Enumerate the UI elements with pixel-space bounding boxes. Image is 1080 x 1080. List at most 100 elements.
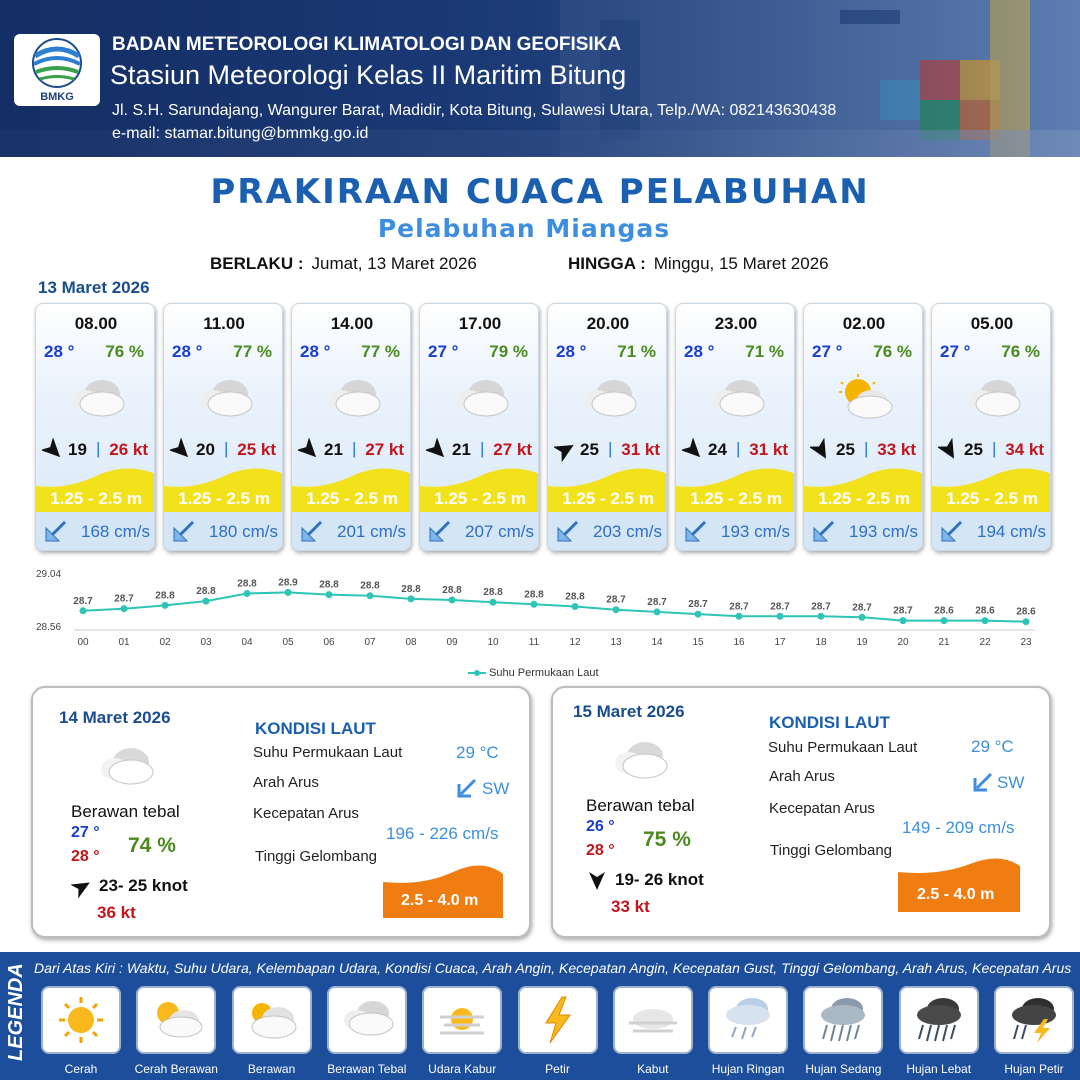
legend-series-name: Suhu Permukaan Laut [489, 667, 599, 679]
berawan-tebal-icon [704, 374, 768, 420]
legend-item-label: Hujan Petir [1004, 1062, 1064, 1076]
berawan-tebal-icon [448, 374, 512, 420]
legend-item-label: Cerah [64, 1062, 98, 1076]
day-gust: 33 kt [611, 897, 650, 916]
legend-item-label: Udara Kabur [428, 1062, 497, 1076]
wave-height-shape [164, 468, 282, 512]
hourly-card: 23.00 28 ° 71 % 24 | 31 kt 1.25 - 2.5 m 193 cm/… [675, 303, 795, 551]
forecast-time: 05.00 [970, 314, 1014, 333]
current-direction-arrow [685, 520, 707, 542]
current-speed-value: 196 - 226 cm/s [386, 824, 499, 843]
current-speed: 194 cm/s [977, 522, 1046, 541]
wind-row: 25 | 34 kt [938, 438, 1048, 462]
x-tick-label: 13 [610, 637, 622, 648]
sst-data-point [530, 600, 538, 608]
sst-data-label: 28.7 [852, 602, 872, 613]
gust-speed: 25 kt [237, 440, 276, 459]
air-temperature: 27 ° [812, 342, 843, 361]
hourly-card: 05.00 27 ° 76 % 25 | 34 kt 1.25 - 2.5 m 194 cm/… [931, 303, 1051, 551]
day-condition: Berawan tebal [71, 802, 180, 821]
current-row: 194 cm/s [932, 512, 1050, 550]
humidity: 77 % [233, 342, 272, 361]
sst-data-label: 28.7 [893, 606, 913, 617]
legend-item: Berawan Tebal [326, 986, 407, 1080]
current-direction-arrow [457, 778, 477, 798]
legend-item: Petir [517, 986, 598, 1080]
x-tick-label: 01 [118, 637, 130, 648]
legend-item: Hujan Ringan [708, 986, 789, 1080]
current-row: 207 cm/s [420, 512, 538, 550]
kabut-icon [612, 986, 693, 1054]
sst-data-point [161, 601, 169, 609]
wind-direction-arrow [938, 438, 954, 459]
sst-data-label: 28.8 [565, 592, 585, 603]
air-temperature: 28 ° [556, 342, 587, 361]
wind-direction-arrow [71, 882, 90, 898]
x-tick-label: 15 [692, 637, 704, 648]
sst-data-label: 28.9 [278, 577, 298, 588]
separator: | [864, 439, 869, 458]
wave-height: 1.25 - 2.5 m [690, 489, 782, 508]
current-speed: 193 cm/s [721, 522, 790, 541]
sst-data-point [653, 608, 661, 616]
wind-speed: 19 [68, 440, 87, 459]
current-speed: 201 cm/s [337, 522, 406, 541]
sst-data-label: 28.8 [442, 585, 462, 596]
sst-data-label: 28.8 [360, 581, 380, 592]
current-direction-arrow [301, 520, 323, 542]
valid-to-value: Minggu, 15 Maret 2026 [653, 254, 829, 273]
legend-item: Berawan [231, 986, 312, 1080]
current-row: 203 cm/s [548, 512, 666, 550]
hourly-card: 20.00 28 ° 71 % 25 | 31 kt 1.25 - 2.5 m 203 cm/… [547, 303, 667, 551]
current-row: 168 cm/s [36, 512, 154, 550]
wind-row: 19 | 26 kt [42, 438, 152, 462]
current-speed-label: Kecepatan Arus [769, 800, 875, 817]
current-row: 193 cm/s [804, 512, 922, 550]
current-direction-arrow [45, 520, 67, 542]
x-tick-label: 04 [241, 637, 253, 648]
x-tick-label: 10 [487, 637, 499, 648]
x-tick-label: 03 [200, 637, 212, 648]
wave-height-shape [383, 865, 503, 918]
sst-data-label: 28.6 [934, 606, 954, 617]
legend-item-label: Hujan Sedang [805, 1062, 882, 1076]
x-tick-label: 05 [282, 637, 294, 648]
humidity: 71 % [745, 342, 784, 361]
humidity: 71 % [617, 342, 656, 361]
sst-label: Suhu Permukaan Laut [253, 744, 403, 761]
day-humidity: 75 % [643, 828, 691, 851]
forecast-time: 02.00 [842, 314, 886, 333]
x-tick-label: 20 [897, 637, 909, 648]
page-title: PRAKIRAAN CUACA PELABUHAN [210, 172, 870, 212]
gust-speed: 31 kt [749, 440, 788, 459]
sea-condition-title: KONDISI LAUT [255, 719, 376, 738]
day-wind-speed: 23- 25 knot [99, 876, 188, 895]
wave-height-shape [292, 468, 410, 512]
x-tick-label: 18 [815, 637, 827, 648]
wave-height-shape [932, 468, 1050, 512]
wave-height-label: Tinggi Gelombang [255, 848, 378, 865]
berawan-tebal-icon [576, 374, 640, 420]
air-temperature: 27 ° [940, 342, 971, 361]
gust-speed: 27 kt [493, 440, 532, 459]
sst-series-line [82, 591, 1027, 623]
berawan-tebal-icon [960, 374, 1024, 420]
sst-data-label: 28.7 [73, 596, 93, 607]
valid-from-label: BERLAKU : [210, 254, 304, 273]
sst-value: 29 °C [456, 743, 499, 762]
day-gust: 36 kt [97, 903, 136, 922]
humidity: 76 % [105, 342, 144, 361]
x-tick-label: 12 [569, 637, 581, 648]
legend-item: Hujan Petir [994, 986, 1074, 1080]
x-tick-label: 21 [938, 637, 950, 648]
station-address: Jl. S.H. Sarundajang, Wangurer Barat, Ma… [112, 102, 837, 119]
sst-data-point [325, 591, 333, 599]
sst-data-point [243, 590, 251, 597]
current-direction-label: Arah Arus [253, 774, 319, 791]
current-row: 193 cm/s [676, 512, 794, 550]
wind-speed: 25 [836, 440, 855, 459]
sst-data-point [489, 598, 497, 606]
legend-item: Hujan Sedang [803, 986, 884, 1080]
legend-item-label: Hujan Ringan [711, 1062, 785, 1076]
berawan-tebal-icon [101, 748, 154, 785]
